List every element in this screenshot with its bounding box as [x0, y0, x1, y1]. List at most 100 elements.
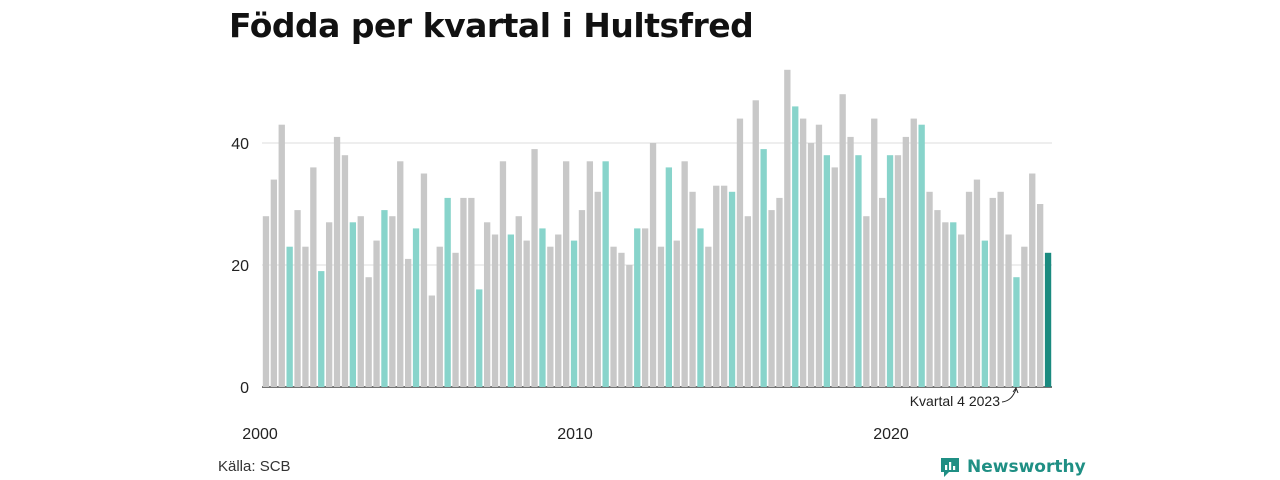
brand-name: Newsworthy: [967, 457, 1086, 477]
bar: [847, 136, 854, 387]
bar: [594, 191, 601, 387]
bar: [784, 69, 791, 388]
bar: [586, 161, 594, 387]
bar: [689, 191, 696, 387]
bar: [1005, 234, 1012, 387]
bar: [278, 124, 285, 387]
bar: [981, 240, 989, 387]
bar: [902, 136, 910, 387]
bar: [989, 197, 996, 387]
bar: [910, 118, 917, 387]
bar: [499, 161, 507, 387]
bar: [886, 155, 894, 387]
bar: [965, 191, 973, 387]
bar: [436, 246, 443, 387]
bar: [792, 106, 799, 388]
bar: [641, 228, 649, 387]
bar: [618, 252, 625, 387]
bar: [728, 191, 736, 387]
x-axis-tick-labels: 2000 2010 2020: [242, 426, 909, 443]
annotation-arrow: [1001, 388, 1017, 403]
bar: [957, 234, 965, 387]
bar: [515, 216, 522, 387]
bar: [705, 246, 712, 387]
bar: [1013, 277, 1020, 387]
bar: [333, 136, 341, 387]
bar: [523, 240, 530, 387]
bar: [760, 149, 767, 387]
bars: [262, 69, 1052, 388]
annotation-arrowhead: [1012, 386, 1019, 394]
source-label: Källa: SCB: [218, 458, 291, 475]
bar: [531, 149, 538, 387]
brand-logo[interactable]: Newsworthy: [939, 456, 1086, 478]
bar: [397, 161, 404, 387]
bar: [918, 124, 925, 387]
y-tick-label: 20: [231, 258, 249, 275]
bar: [570, 240, 578, 387]
bar-highlight: [1044, 252, 1052, 387]
bar: [831, 167, 838, 387]
bar: [310, 167, 317, 387]
bar: [665, 167, 673, 387]
bar: [547, 246, 554, 387]
bar: [807, 143, 815, 387]
y-tick-label: 0: [240, 380, 249, 397]
bar: [349, 222, 357, 387]
bar: [602, 161, 609, 387]
bar: [1029, 173, 1036, 387]
bar: [1021, 246, 1028, 387]
bar: [878, 197, 886, 387]
bar: [318, 271, 325, 387]
bar: [752, 100, 759, 388]
bar: [460, 197, 467, 387]
bar: [578, 210, 586, 387]
bar: [412, 228, 420, 387]
bar: [270, 179, 278, 387]
bar: [294, 210, 301, 387]
bar: [507, 234, 515, 387]
bar: [381, 210, 388, 387]
bar: [926, 191, 933, 387]
bar: [325, 222, 333, 387]
bar: [855, 155, 862, 387]
bar: [839, 94, 846, 387]
bar: [539, 228, 546, 387]
bar: [863, 216, 870, 387]
bar: [871, 118, 878, 387]
bar: [562, 161, 570, 387]
chart-title: Födda per kvartal i Hultsfred: [229, 6, 754, 45]
bar: [262, 216, 270, 387]
bar: [894, 155, 902, 387]
bar: [1036, 204, 1044, 387]
bar: [286, 246, 293, 387]
gridlines: [262, 142, 1052, 388]
bar: [697, 228, 704, 387]
bar: [673, 240, 680, 387]
bar: [341, 155, 349, 387]
y-axis-tick-labels: 0 20 40: [231, 136, 249, 397]
bar: [823, 155, 831, 387]
bar: [950, 222, 957, 387]
bar: [389, 216, 396, 387]
bar: [357, 216, 364, 387]
bar: [444, 197, 451, 387]
annotation: Kvartal 4 2023: [910, 386, 1019, 409]
bar: [428, 295, 436, 387]
newsworthy-logo-icon: [941, 458, 959, 477]
bar: [555, 234, 562, 387]
bar: [610, 246, 617, 387]
bar: [744, 216, 752, 387]
bar: [365, 277, 372, 387]
bar: [657, 246, 665, 387]
x-tick-label: 2010: [557, 426, 593, 443]
bar: [420, 173, 428, 387]
annotation-label: Kvartal 4 2023: [910, 393, 1000, 409]
bar: [815, 124, 823, 387]
bar: [736, 118, 744, 387]
bar: [491, 234, 499, 387]
bar: [973, 179, 981, 387]
bar: [649, 143, 657, 387]
x-tick-label: 2000: [242, 426, 278, 443]
bar: [768, 210, 775, 387]
